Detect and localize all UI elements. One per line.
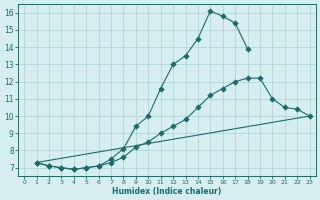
X-axis label: Humidex (Indice chaleur): Humidex (Indice chaleur) [112, 187, 221, 196]
